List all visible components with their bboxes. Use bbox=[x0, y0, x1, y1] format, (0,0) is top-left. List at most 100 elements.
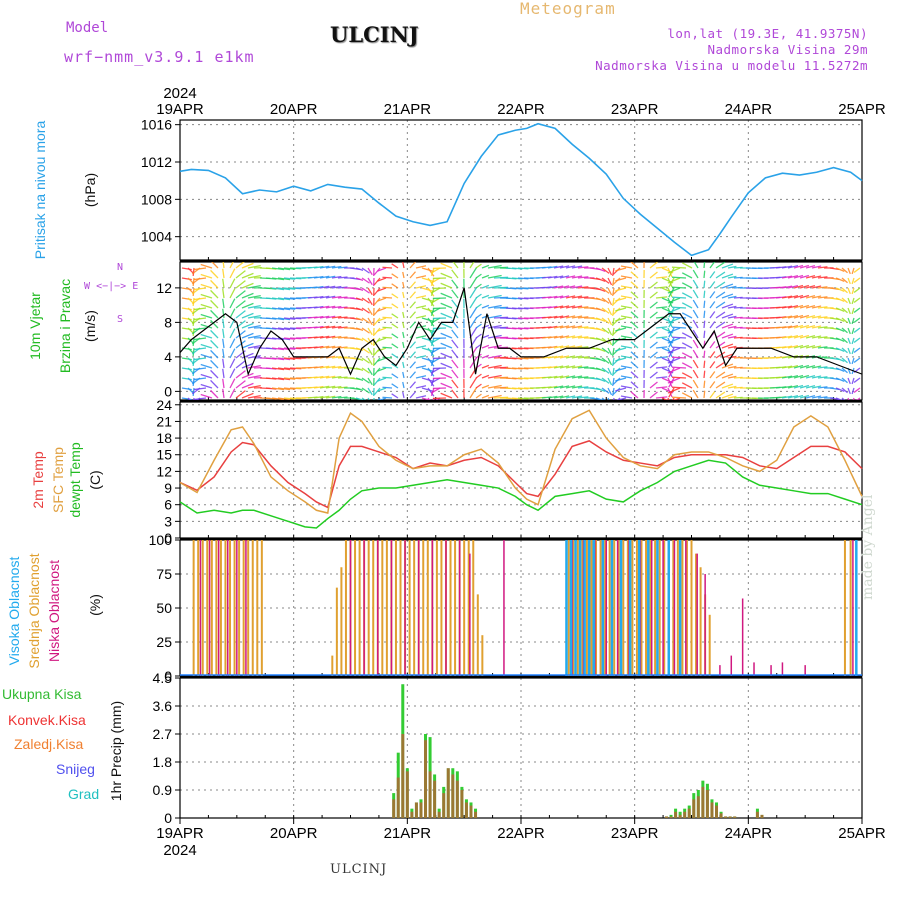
wind-barb bbox=[229, 358, 236, 369]
wind-barb bbox=[313, 265, 324, 269]
wind-barb bbox=[200, 303, 213, 309]
conv-precip-bar bbox=[401, 734, 405, 818]
wind-barb bbox=[415, 275, 427, 279]
wind-barb bbox=[415, 295, 427, 299]
wind-barb bbox=[547, 315, 558, 319]
wind-barb bbox=[271, 397, 285, 400]
wind-barb bbox=[193, 357, 207, 361]
wind-barb bbox=[475, 303, 482, 309]
wind-barb bbox=[235, 390, 246, 399]
wind-barb bbox=[367, 357, 373, 366]
wind-barb bbox=[475, 263, 482, 269]
wind-barb bbox=[620, 285, 633, 289]
wind-barb bbox=[841, 297, 848, 304]
wind-barb bbox=[319, 315, 330, 319]
wind-barb bbox=[559, 275, 570, 279]
wind-barb bbox=[193, 327, 207, 331]
wind-barb bbox=[277, 287, 291, 291]
wind-barb bbox=[277, 387, 291, 391]
wind-barb bbox=[361, 307, 370, 314]
wind-barb bbox=[451, 309, 459, 319]
wind-barb bbox=[615, 397, 627, 400]
wind-barb bbox=[709, 351, 716, 359]
conv-precip-bar bbox=[469, 805, 473, 818]
y-tick-label: 12 bbox=[156, 280, 172, 296]
wind-barb bbox=[671, 386, 687, 389]
wind-barb bbox=[793, 394, 804, 399]
wind-barb bbox=[668, 267, 675, 278]
wind-barb bbox=[693, 262, 699, 269]
wind-barb bbox=[481, 264, 490, 269]
wind-barb bbox=[421, 277, 435, 283]
wind-barb bbox=[241, 392, 254, 399]
wind-barb bbox=[851, 357, 855, 365]
wind-barb bbox=[847, 377, 851, 385]
wind-barb bbox=[649, 311, 658, 319]
wind-barb bbox=[851, 287, 855, 295]
y-tick-label: 8 bbox=[164, 314, 172, 330]
wind-barb bbox=[721, 383, 734, 389]
y-tick-label: 100 bbox=[149, 532, 173, 548]
wind-barb bbox=[367, 307, 373, 316]
wind-barb bbox=[668, 387, 675, 398]
wind-barb bbox=[841, 317, 848, 324]
wind-barb bbox=[247, 364, 261, 369]
wind-barb bbox=[487, 354, 502, 359]
wind-barb bbox=[469, 262, 475, 269]
wind-barb bbox=[192, 327, 195, 337]
wind-barb bbox=[192, 387, 195, 397]
wind-barb bbox=[409, 311, 416, 319]
wind-barb bbox=[612, 327, 621, 335]
wind-barb bbox=[692, 299, 699, 309]
wind-barb bbox=[793, 384, 804, 389]
wind-speed-line bbox=[179, 287, 863, 377]
wind-barb bbox=[692, 319, 699, 329]
wind-barb bbox=[559, 325, 570, 329]
wind-barb bbox=[319, 285, 330, 289]
wind-barb bbox=[727, 305, 737, 309]
wind-barb bbox=[667, 337, 681, 344]
wind-barb bbox=[313, 345, 324, 349]
wind-barb bbox=[235, 330, 246, 339]
wind-barb bbox=[427, 297, 435, 307]
conv-precip-bar bbox=[419, 802, 423, 818]
wind-barb bbox=[703, 310, 706, 319]
wind-barb bbox=[615, 367, 627, 372]
wind-barb bbox=[319, 265, 330, 269]
wind-barb bbox=[241, 262, 254, 269]
wind-barb bbox=[721, 353, 734, 359]
wind-barb bbox=[668, 367, 675, 378]
wind-barb bbox=[553, 335, 564, 339]
wind-barb bbox=[355, 307, 364, 311]
wind-barb bbox=[817, 316, 828, 319]
wind-barb bbox=[325, 295, 336, 299]
wind-barb bbox=[421, 397, 431, 400]
conv-precip-bar bbox=[405, 771, 409, 818]
wind-barb bbox=[391, 353, 399, 359]
conv-precip-bar bbox=[760, 814, 764, 818]
wind-barb bbox=[373, 377, 381, 386]
wind-barb bbox=[475, 383, 482, 389]
wind-barb bbox=[577, 396, 589, 399]
wind-barb bbox=[811, 325, 822, 329]
wind-barb bbox=[373, 327, 381, 336]
wind-barb bbox=[615, 277, 627, 282]
wind-barb bbox=[668, 337, 675, 348]
wind-barb bbox=[402, 262, 405, 269]
wind-barb bbox=[193, 287, 207, 291]
wind-barb bbox=[787, 345, 799, 349]
wind-barb bbox=[271, 287, 285, 291]
wind-barb bbox=[440, 392, 453, 399]
wind-barb bbox=[427, 277, 435, 287]
conv-precip-bar bbox=[451, 774, 455, 818]
wind-barb bbox=[415, 355, 427, 359]
wind-barb bbox=[355, 377, 364, 381]
wind-barb bbox=[601, 337, 610, 344]
y-tick-label: 24 bbox=[156, 397, 172, 413]
wind-barb bbox=[565, 335, 576, 339]
y-tick-label: 1012 bbox=[141, 154, 172, 170]
wind-barb bbox=[841, 357, 848, 364]
wind-barb bbox=[667, 317, 681, 324]
wind-barb bbox=[853, 337, 861, 343]
model-label: Model bbox=[66, 20, 109, 36]
